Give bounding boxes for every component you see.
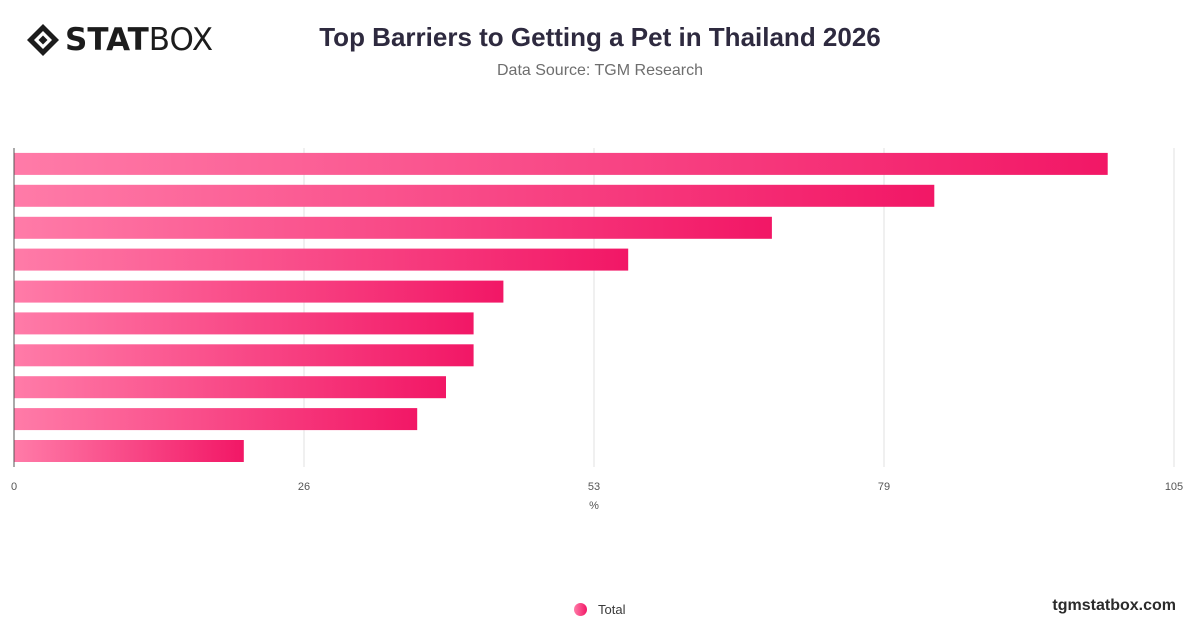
chart-title: Top Barriers to Getting a Pet in Thailan… (319, 22, 881, 52)
bar[interactable] (14, 376, 446, 399)
bar[interactable] (14, 280, 504, 303)
legend-item-total[interactable]: Total (574, 602, 625, 617)
x-tick-label: 26 (298, 481, 310, 493)
x-tick-label: 105 (1165, 481, 1183, 493)
x-tick-label: 0 (11, 481, 17, 493)
bar[interactable] (14, 152, 1108, 175)
bar[interactable] (14, 344, 474, 367)
bar[interactable] (14, 248, 629, 271)
x-tick-label: 79 (878, 481, 890, 493)
legend-label: Total (598, 602, 626, 617)
bar[interactable] (14, 440, 244, 462)
chart-subtitle: Data Source: TGM Research (496, 62, 703, 79)
legend-marker-icon (574, 603, 587, 616)
logo-text-bold: STAT (65, 22, 149, 58)
diamond-logo-icon (27, 24, 59, 56)
statbox-logo[interactable]: STATBOX (26, 22, 213, 58)
site-watermark: tgmstatbox.com (1052, 597, 1176, 614)
bar[interactable] (14, 312, 474, 335)
bar[interactable] (14, 408, 418, 431)
bar[interactable] (14, 184, 935, 207)
x-tick-label: 53 (588, 481, 600, 493)
logo-text-light: BOX (148, 22, 214, 58)
bar[interactable] (14, 216, 772, 239)
logo-text: STATBOX (65, 22, 213, 58)
x-axis-label: % (589, 500, 599, 512)
